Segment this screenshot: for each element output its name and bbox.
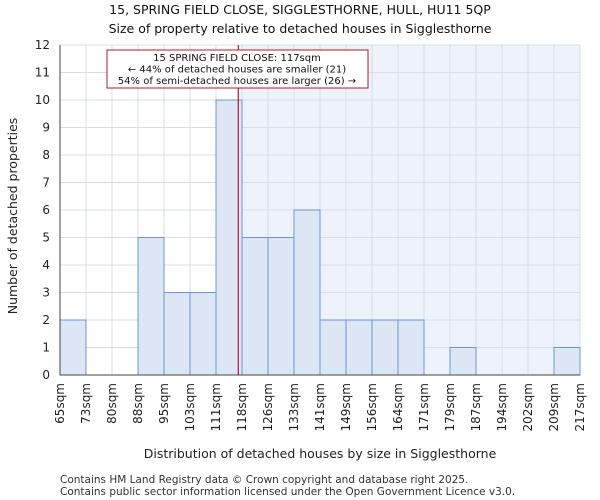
x-tick-label: 149sqm <box>339 383 353 431</box>
bar <box>163 292 191 376</box>
x-tick-label: 80sqm <box>105 383 119 424</box>
y-tick-label: 3 <box>42 286 50 300</box>
bar <box>449 347 477 376</box>
footer-line-1: Contains HM Land Registry data © Crown c… <box>60 474 468 486</box>
y-tick-label: 6 <box>42 203 50 217</box>
bar <box>241 237 269 376</box>
x-tick-label: 217sqm <box>573 383 587 431</box>
y-tick-label: 0 <box>42 368 50 382</box>
x-tick-label: 103sqm <box>183 383 197 431</box>
y-tick-label: 4 <box>42 258 50 272</box>
x-tick-label: 126sqm <box>261 383 275 431</box>
y-tick-label: 2 <box>42 313 50 327</box>
chart-subtitle: Size of property relative to detached ho… <box>109 21 492 36</box>
x-tick-label: 65sqm <box>53 383 67 424</box>
y-tick-label: 1 <box>42 341 50 355</box>
y-axis-label: Number of detached properties <box>5 118 20 315</box>
x-tick-label: 202sqm <box>521 383 535 431</box>
x-tick-label: 133sqm <box>287 383 301 431</box>
y-tick-label: 7 <box>42 176 50 190</box>
x-tick-label: 88sqm <box>131 383 145 424</box>
bar <box>267 237 295 376</box>
y-tick-label: 9 <box>42 121 50 135</box>
bar <box>137 237 165 376</box>
bar <box>59 319 87 376</box>
x-tick-label: 164sqm <box>391 383 405 431</box>
x-tick-label: 141sqm <box>313 383 327 431</box>
x-tick-label: 156sqm <box>365 383 379 431</box>
x-tick-label: 179sqm <box>443 383 457 431</box>
y-tick-label: 10 <box>35 93 50 107</box>
annotation-box <box>106 49 369 89</box>
x-tick-label: 111sqm <box>209 383 223 431</box>
x-axis-label: Distribution of detached houses by size … <box>144 446 497 461</box>
bar <box>371 319 399 376</box>
chart-title: 15, SPRING FIELD CLOSE, SIGGLESTHORNE, H… <box>109 2 491 17</box>
x-tick-label: 171sqm <box>417 383 431 431</box>
bar <box>397 319 425 376</box>
annotation-text: ← 44% of detached houses are smaller (21… <box>128 65 346 76</box>
bar <box>215 99 243 376</box>
x-tick-label: 187sqm <box>469 383 483 431</box>
annotation-text: 54% of semi-detached houses are larger (… <box>118 76 356 87</box>
footer-line-2: Contains public sector information licen… <box>60 486 515 498</box>
x-tick-label: 73sqm <box>79 383 93 424</box>
y-tick-label: 5 <box>42 231 50 245</box>
x-tick-label: 95sqm <box>157 383 171 424</box>
bar <box>319 319 347 376</box>
x-tick-label: 209sqm <box>547 383 561 431</box>
x-tick-label: 118sqm <box>235 383 249 431</box>
y-tick-label: 11 <box>35 66 50 80</box>
bar <box>189 292 217 376</box>
y-tick-label: 8 <box>42 148 50 162</box>
bar <box>553 347 581 376</box>
annotation-text: 15 SPRING FIELD CLOSE: 117sqm <box>153 53 321 64</box>
bar <box>293 209 321 376</box>
bar <box>345 319 373 376</box>
y-tick-label: 12 <box>35 38 50 52</box>
x-tick-label: 194sqm <box>495 383 509 431</box>
